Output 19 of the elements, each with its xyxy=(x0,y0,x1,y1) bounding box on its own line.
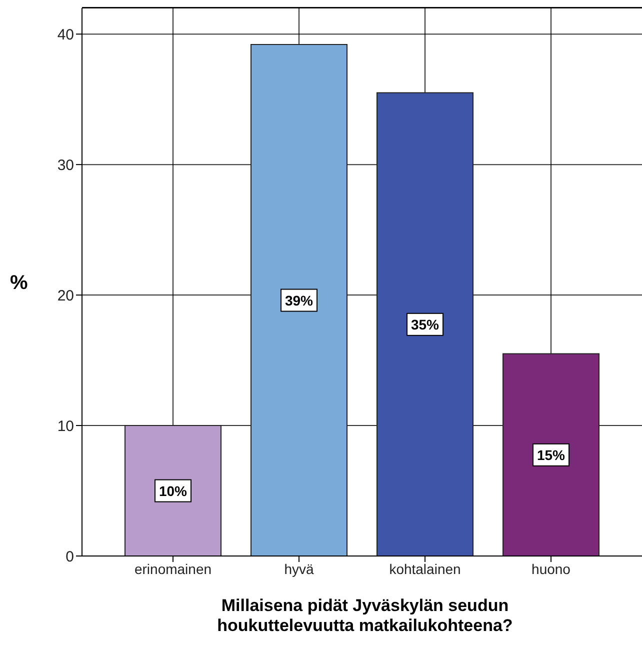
bar xyxy=(250,44,348,556)
y-tick-label: 20 xyxy=(57,287,74,304)
x-tick-label: kohtalainen xyxy=(389,560,461,577)
y-tick-label: 0 xyxy=(66,548,74,566)
y-tick-label: 30 xyxy=(57,156,74,174)
x-tick-label: huono xyxy=(532,560,571,577)
x-tick-label: erinomainen xyxy=(134,560,212,577)
data-label: 10% xyxy=(158,482,188,499)
data-label: 39% xyxy=(284,292,314,308)
bar xyxy=(502,353,600,556)
data-label: 35% xyxy=(410,316,440,332)
y-tick-label: 40 xyxy=(57,26,74,44)
x-tick-label: hyvä xyxy=(284,560,314,577)
x-axis-title: Millaisena pidät Jyväskylän seudun houkuttelevuutta matkailukohteena? xyxy=(216,596,514,636)
data-label: 15% xyxy=(536,446,566,463)
y-tick-label: 10 xyxy=(57,418,74,435)
y-axis-title: % xyxy=(10,272,28,294)
bar xyxy=(376,92,474,556)
bar xyxy=(124,425,222,556)
